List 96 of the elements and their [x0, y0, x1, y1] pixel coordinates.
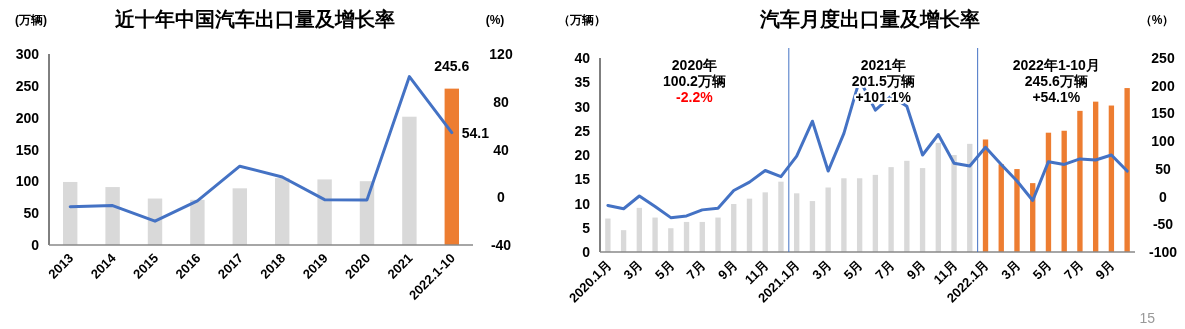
- y2-axis-title: (%): [485, 13, 505, 27]
- y-tick-label: 25: [574, 122, 591, 139]
- text: 15: [1139, 310, 1156, 326]
- x-tick-label: 7月: [872, 257, 898, 283]
- bar: [1061, 130, 1067, 252]
- y-tick-label: 5: [582, 219, 591, 236]
- bar: [232, 188, 248, 245]
- bar: [998, 164, 1004, 252]
- y-tick-label: 250: [15, 77, 40, 94]
- bar: [872, 174, 879, 252]
- annotation: 2022年1-10月: [1012, 57, 1100, 73]
- bar: [668, 228, 674, 252]
- bar: [794, 193, 800, 252]
- bar: [1124, 88, 1130, 252]
- x-tick-label: 9月: [714, 257, 740, 283]
- x-tick-label: 3月: [809, 257, 835, 283]
- bar: [935, 142, 941, 252]
- bar: [888, 167, 894, 252]
- chart-title: 近十年中国汽车出口量及增长率: [114, 8, 395, 30]
- bar: [746, 198, 753, 252]
- y2-tick-label: 100: [1151, 133, 1175, 150]
- line-series: [68, 75, 454, 223]
- x-tick-label: 5月: [840, 257, 866, 283]
- bar: [652, 217, 658, 252]
- y-tick-label: 0: [582, 244, 591, 260]
- x-tick-label: 5月: [1029, 257, 1055, 283]
- x-tick-label: 9月: [1092, 257, 1118, 283]
- y-axis-title: (万辆): [15, 13, 47, 27]
- bar: [825, 187, 831, 252]
- y-tick-label: 100: [15, 173, 40, 190]
- bar: [856, 178, 863, 252]
- bar: [919, 168, 926, 252]
- data-label: 54.1: [461, 124, 490, 141]
- y2-tick-label: 150: [1151, 105, 1175, 122]
- bar: [683, 221, 690, 252]
- bar: [1077, 110, 1083, 252]
- y-tick-label: 20: [574, 147, 591, 163]
- annotation: 245.6万辆: [1024, 73, 1088, 89]
- bar: [62, 181, 78, 245]
- data-label: 245.6: [434, 57, 470, 74]
- bar: [1014, 169, 1020, 252]
- y2-tick-label: 80: [493, 93, 509, 110]
- bar: [190, 199, 205, 245]
- bar: [317, 179, 332, 245]
- annotation: +54.1%: [1032, 89, 1081, 105]
- annotation: 2021年: [860, 57, 906, 73]
- annotation: 100.2万辆: [662, 73, 726, 89]
- bar: [731, 203, 737, 252]
- y2-tick-label: 40: [493, 141, 509, 158]
- bar: [444, 88, 460, 245]
- bar: [841, 178, 847, 252]
- annotation: -2.2%: [676, 89, 714, 105]
- y-tick-label: 30: [574, 98, 591, 115]
- x-tick-label: 3月: [620, 257, 646, 283]
- y-tick-label: 15: [574, 171, 591, 188]
- chart-title: 汽车月度出口量及增长率: [759, 8, 980, 30]
- bar: [620, 230, 627, 252]
- annotation: 2020年: [671, 57, 717, 73]
- x-tick-label: 7月: [683, 257, 709, 283]
- y-tick-label: 200: [15, 109, 40, 126]
- y2-tick-label: 200: [1151, 77, 1175, 94]
- y-tick-label: 10: [574, 195, 591, 212]
- bar: [274, 178, 290, 245]
- bar: [1108, 105, 1115, 252]
- bar: [105, 187, 120, 245]
- y2-tick-label: -100: [1148, 244, 1178, 260]
- bar: [951, 155, 957, 252]
- y-tick-label: 35: [574, 74, 591, 91]
- bar: [402, 116, 417, 245]
- bar: [636, 207, 643, 252]
- y-tick-label: 40: [574, 50, 591, 66]
- x-tick-label: 9月: [903, 257, 929, 283]
- y-tick-label: 0: [31, 237, 40, 253]
- bar: [778, 181, 784, 252]
- y2-tick-label: 250: [1151, 50, 1175, 66]
- y2-axis-title: （%）: [1139, 13, 1175, 27]
- bar: [699, 221, 705, 252]
- bar: [1092, 101, 1099, 252]
- y2-tick-label: 0: [1159, 188, 1168, 205]
- bar: [809, 201, 816, 252]
- x-tick-label: 3月: [998, 257, 1024, 283]
- y2-tick-label: 0: [497, 189, 506, 206]
- y-tick-label: 300: [15, 46, 40, 62]
- x-tick-label: 7月: [1061, 257, 1087, 283]
- y-axis-title: （万辆）: [558, 13, 606, 27]
- x-tick-label: 5月: [652, 257, 677, 283]
- bar: [605, 218, 611, 252]
- bar: [715, 217, 721, 252]
- y-tick-label: 150: [15, 141, 40, 158]
- y2-tick-label: -50: [1152, 216, 1174, 233]
- y-tick-label: 50: [23, 205, 40, 222]
- y2-tick-label: 120: [489, 46, 513, 62]
- y2-tick-label: -40: [490, 237, 512, 253]
- bar: [904, 160, 910, 252]
- bar: [762, 192, 768, 252]
- y2-tick-label: 50: [1155, 160, 1171, 177]
